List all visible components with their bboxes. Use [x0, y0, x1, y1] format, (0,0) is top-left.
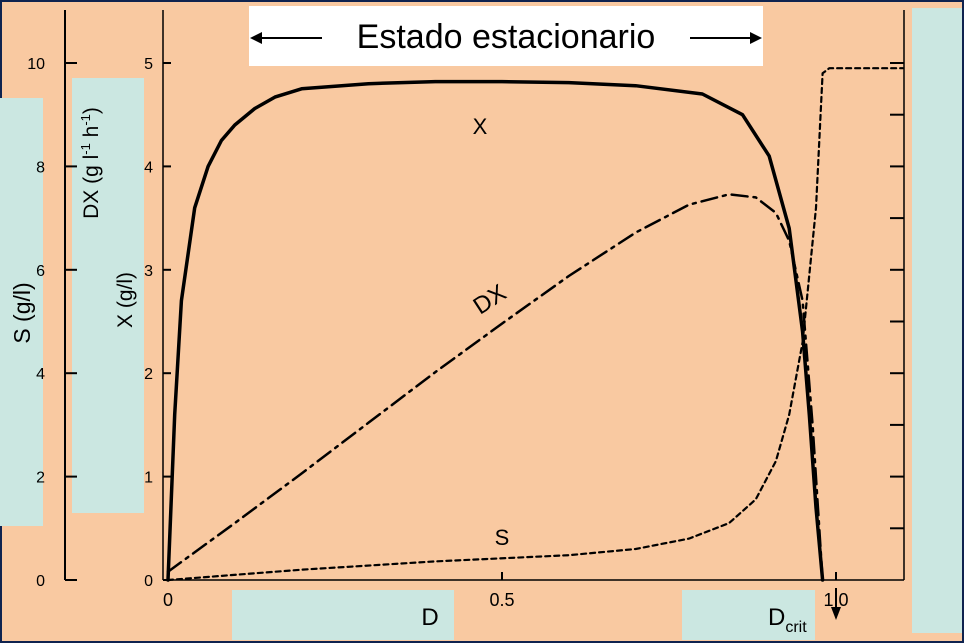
s-tick-label: 0 — [36, 573, 45, 590]
x-axis-left-label: X (g/l) — [114, 272, 137, 328]
series-label-dx: DX — [469, 279, 512, 320]
s-tick-label: 2 — [36, 470, 45, 487]
d-axis-ticks: 0 0.5 1.0 — [163, 572, 849, 610]
s-axis-label: S (g/l) — [9, 282, 35, 343]
chart-title: Estado estacionario — [357, 18, 656, 56]
dx-axis-panel — [72, 78, 144, 513]
series-s-line — [166, 67, 904, 582]
series-dx-line — [166, 193, 824, 582]
right-axis-panel — [912, 8, 962, 633]
title-box — [249, 6, 763, 66]
s-tick-label: 8 — [36, 159, 45, 176]
x-tick-label: 5 — [144, 56, 153, 73]
x-tick-label: 1 — [144, 470, 153, 487]
x-tick-label: 4 — [144, 159, 153, 176]
dx-axis-label: DX (g l-1 h-1) — [78, 107, 103, 219]
s-tick-label: 10 — [27, 56, 45, 73]
label-panels — [0, 8, 962, 640]
x-axis-title: D — [421, 604, 438, 631]
title-arrow-right — [690, 32, 762, 44]
x-tick-label: 0 — [144, 573, 153, 590]
series-label-x: X — [473, 114, 488, 139]
plot-frame — [162, 10, 905, 581]
right-axis-ticks — [890, 62, 904, 530]
series-label-s: S — [495, 525, 510, 550]
s-tick-label: 4 — [36, 366, 45, 383]
dcrit-label: Dcrit — [768, 604, 807, 636]
xlabel-panel — [232, 590, 454, 640]
series-x-line — [166, 79, 825, 582]
s-axis-panel — [0, 98, 43, 526]
s-axis-ticks: 0 2 4 6 8 10 — [27, 56, 77, 590]
dcrit-panel — [682, 590, 815, 640]
dcrit-arrow — [831, 588, 841, 620]
x-axis-y-ticks: 0 1 2 3 4 5 — [144, 56, 171, 590]
d-tick-label: 0.5 — [489, 590, 514, 610]
x-tick-label: 3 — [144, 263, 153, 280]
x-tick-label: 2 — [144, 366, 153, 383]
title-arrow-left — [250, 32, 322, 44]
s-tick-label: 6 — [36, 263, 45, 280]
series-curves — [166, 67, 904, 582]
d-tick-label: 0 — [163, 590, 173, 610]
